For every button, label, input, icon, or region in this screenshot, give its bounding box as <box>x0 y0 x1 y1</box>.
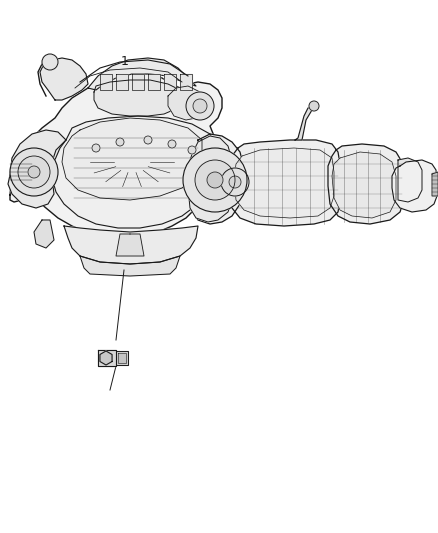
Circle shape <box>188 146 196 154</box>
Circle shape <box>309 101 319 111</box>
Polygon shape <box>295 106 316 140</box>
Polygon shape <box>34 220 54 248</box>
Polygon shape <box>328 144 404 224</box>
Polygon shape <box>64 226 198 264</box>
Circle shape <box>10 148 58 196</box>
Circle shape <box>116 138 124 146</box>
Circle shape <box>144 136 152 144</box>
Polygon shape <box>80 256 180 276</box>
Polygon shape <box>116 234 144 256</box>
Polygon shape <box>230 140 340 226</box>
Polygon shape <box>132 74 144 90</box>
Text: 1: 1 <box>121 55 129 68</box>
Circle shape <box>168 140 176 148</box>
Polygon shape <box>62 118 202 200</box>
Polygon shape <box>164 74 176 90</box>
Polygon shape <box>88 58 196 90</box>
Circle shape <box>28 166 40 178</box>
Polygon shape <box>332 152 396 218</box>
Polygon shape <box>234 148 334 218</box>
Polygon shape <box>52 116 216 228</box>
Polygon shape <box>116 351 128 365</box>
Polygon shape <box>8 130 66 208</box>
Polygon shape <box>116 74 128 90</box>
Polygon shape <box>180 74 192 90</box>
Polygon shape <box>398 158 422 202</box>
Polygon shape <box>392 160 437 212</box>
Polygon shape <box>432 172 438 196</box>
Polygon shape <box>100 74 112 90</box>
Circle shape <box>186 92 214 120</box>
Polygon shape <box>188 136 232 222</box>
Circle shape <box>42 54 58 70</box>
Circle shape <box>207 172 223 188</box>
Polygon shape <box>10 74 222 238</box>
Polygon shape <box>118 353 126 363</box>
Circle shape <box>193 99 207 113</box>
Polygon shape <box>148 74 160 90</box>
Circle shape <box>229 176 241 188</box>
Circle shape <box>92 144 100 152</box>
Polygon shape <box>98 350 116 366</box>
Polygon shape <box>94 80 182 116</box>
Circle shape <box>221 168 249 196</box>
Polygon shape <box>40 58 88 100</box>
Polygon shape <box>190 134 244 224</box>
Circle shape <box>183 148 247 212</box>
Circle shape <box>18 156 50 188</box>
Polygon shape <box>168 86 206 120</box>
Polygon shape <box>100 351 112 365</box>
Circle shape <box>195 160 235 200</box>
